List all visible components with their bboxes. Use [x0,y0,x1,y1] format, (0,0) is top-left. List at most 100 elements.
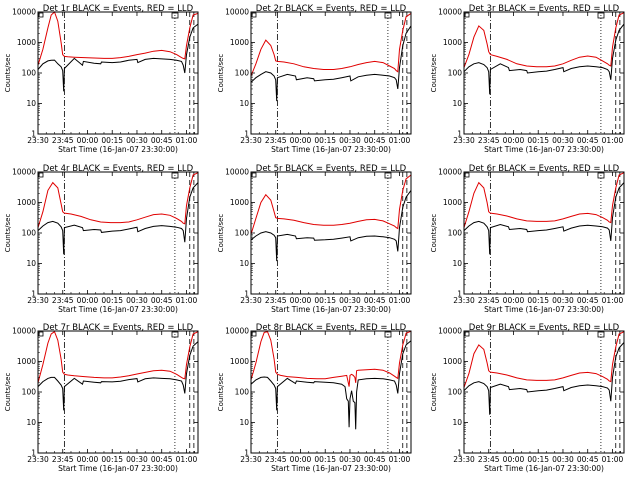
legend-box [171,12,179,19]
y-tick-label: 100 [22,388,37,397]
y-tick-label: 100 [448,69,463,78]
events-rate-line [37,182,199,255]
x-tick-label: 00:45 [364,136,386,145]
x-tick-label: 00:00 [290,296,312,305]
x-tick-label: 00:30 [339,136,361,145]
y-tick-label: 100 [235,388,250,397]
y-tick-label: 1 [244,130,249,139]
x-tick-label: 00:15 [314,296,336,305]
y-tick-label: 1 [244,449,249,458]
x-tick-label: 00:45 [577,455,599,464]
x-tick-label: 00:45 [151,296,173,305]
lld-rate-line [463,331,625,388]
lld-rate-line [37,11,199,66]
x-axis-label: Start Time (16-Jan-07 23:30:00) [58,145,178,154]
y-axis-label: Counts/sec [430,373,438,412]
x-tick-label: 23:30 [453,136,475,145]
legend-box [171,172,179,179]
y-tick-label: 10000 [438,8,462,17]
events-rate-line [250,340,412,430]
panel-title: Det 4r BLACK = Events, RED = LLD [43,164,194,174]
panel-4: Det 4r BLACK = Events, RED = LLD 23:30 23:… [4,164,199,314]
x-tick-label: 00:15 [527,455,549,464]
events-rate-line [463,342,625,415]
x-axis-label: Start Time (16-Jan-07 23:30:00) [484,464,604,473]
legend-box [597,12,605,19]
x-tick-label: 00:00 [77,455,99,464]
legend-box [384,172,392,179]
x-tick-label: 01:00 [176,136,198,145]
y-tick-label: 1 [31,449,36,458]
lld-rate-line [463,12,625,68]
y-tick-label: 1000 [17,357,36,366]
y-tick-label: 1000 [443,198,462,207]
x-tick-label: 00:00 [77,136,99,145]
panel-title: Det 9r BLACK = Events, RED = LLD [469,323,620,333]
y-axis-label: Counts/sec [4,214,12,253]
x-tick-label: 00:15 [314,136,336,145]
x-tick-label: 00:00 [290,136,312,145]
legend-box [597,172,605,179]
x-tick-label: 01:00 [389,455,411,464]
y-tick-label: 10 [239,259,249,268]
x-tick-label: 23:45 [52,296,74,305]
x-tick-label: 00:45 [577,296,599,305]
plot-frame [463,171,625,295]
y-tick-label: 1 [457,130,462,139]
y-axis-label: Counts/sec [4,373,12,412]
x-tick-label: 00:30 [126,296,148,305]
y-tick-label: 10 [239,99,249,108]
y-tick-label: 10000 [225,168,249,177]
plot-frame [250,11,412,135]
x-tick-label: 23:45 [52,455,74,464]
y-axis-label: Counts/sec [217,54,225,93]
panel-title: Det 5r BLACK = Events, RED = LLD [256,164,407,174]
x-tick-label: 23:45 [478,296,500,305]
x-tick-label: 00:15 [101,455,123,464]
x-tick-label: 01:00 [389,296,411,305]
y-tick-label: 100 [235,229,250,238]
x-axis-label: Start Time (16-Jan-07 23:30:00) [484,145,604,154]
events-rate-line [250,25,412,102]
legend-box [171,331,179,338]
x-tick-label: 23:45 [265,455,287,464]
panel-title: Det 3r BLACK = Events, RED = LLD [469,4,620,14]
x-tick-label: 00:00 [503,136,525,145]
y-tick-label: 10 [452,418,462,427]
x-tick-label: 00:45 [364,455,386,464]
y-tick-label: 1 [31,290,36,299]
panel-9: Det 9r BLACK = Events, RED = LLD 23:30 23:… [430,323,625,473]
panel-title: Det 2r BLACK = Events, RED = LLD [256,4,407,14]
y-tick-label: 1 [457,449,462,458]
x-tick-label: 00:30 [552,296,574,305]
x-tick-label: 23:45 [478,455,500,464]
x-tick-label: 23:30 [453,296,475,305]
x-tick-label: 01:00 [389,136,411,145]
y-tick-label: 100 [448,388,463,397]
y-axis-label: Counts/sec [217,373,225,412]
x-tick-label: 23:30 [453,455,475,464]
x-tick-label: 23:45 [265,136,287,145]
x-tick-label: 00:45 [577,136,599,145]
x-tick-label: 00:00 [503,296,525,305]
y-tick-label: 1000 [443,357,462,366]
panel-1: Det 1r BLACK = Events, RED = LLD 23:30 23:… [4,4,199,154]
x-tick-label: 01:00 [602,296,624,305]
events-rate-line [463,182,625,255]
x-tick-label: 23:30 [240,455,262,464]
y-axis-label: Counts/sec [217,214,225,253]
lld-rate-line [250,174,412,235]
x-tick-label: 00:15 [527,136,549,145]
y-tick-label: 1000 [443,38,462,47]
x-tick-label: 00:00 [77,296,99,305]
x-tick-label: 00:00 [503,455,525,464]
y-tick-label: 10 [452,99,462,108]
legend-box [384,12,392,19]
x-tick-label: 23:45 [478,136,500,145]
y-tick-label: 1 [457,290,462,299]
y-tick-label: 100 [448,229,463,238]
x-tick-label: 23:45 [52,136,74,145]
lld-rate-line [463,172,625,228]
y-tick-label: 100 [235,69,250,78]
x-axis-label: Start Time (16-Jan-07 23:30:00) [58,464,178,473]
